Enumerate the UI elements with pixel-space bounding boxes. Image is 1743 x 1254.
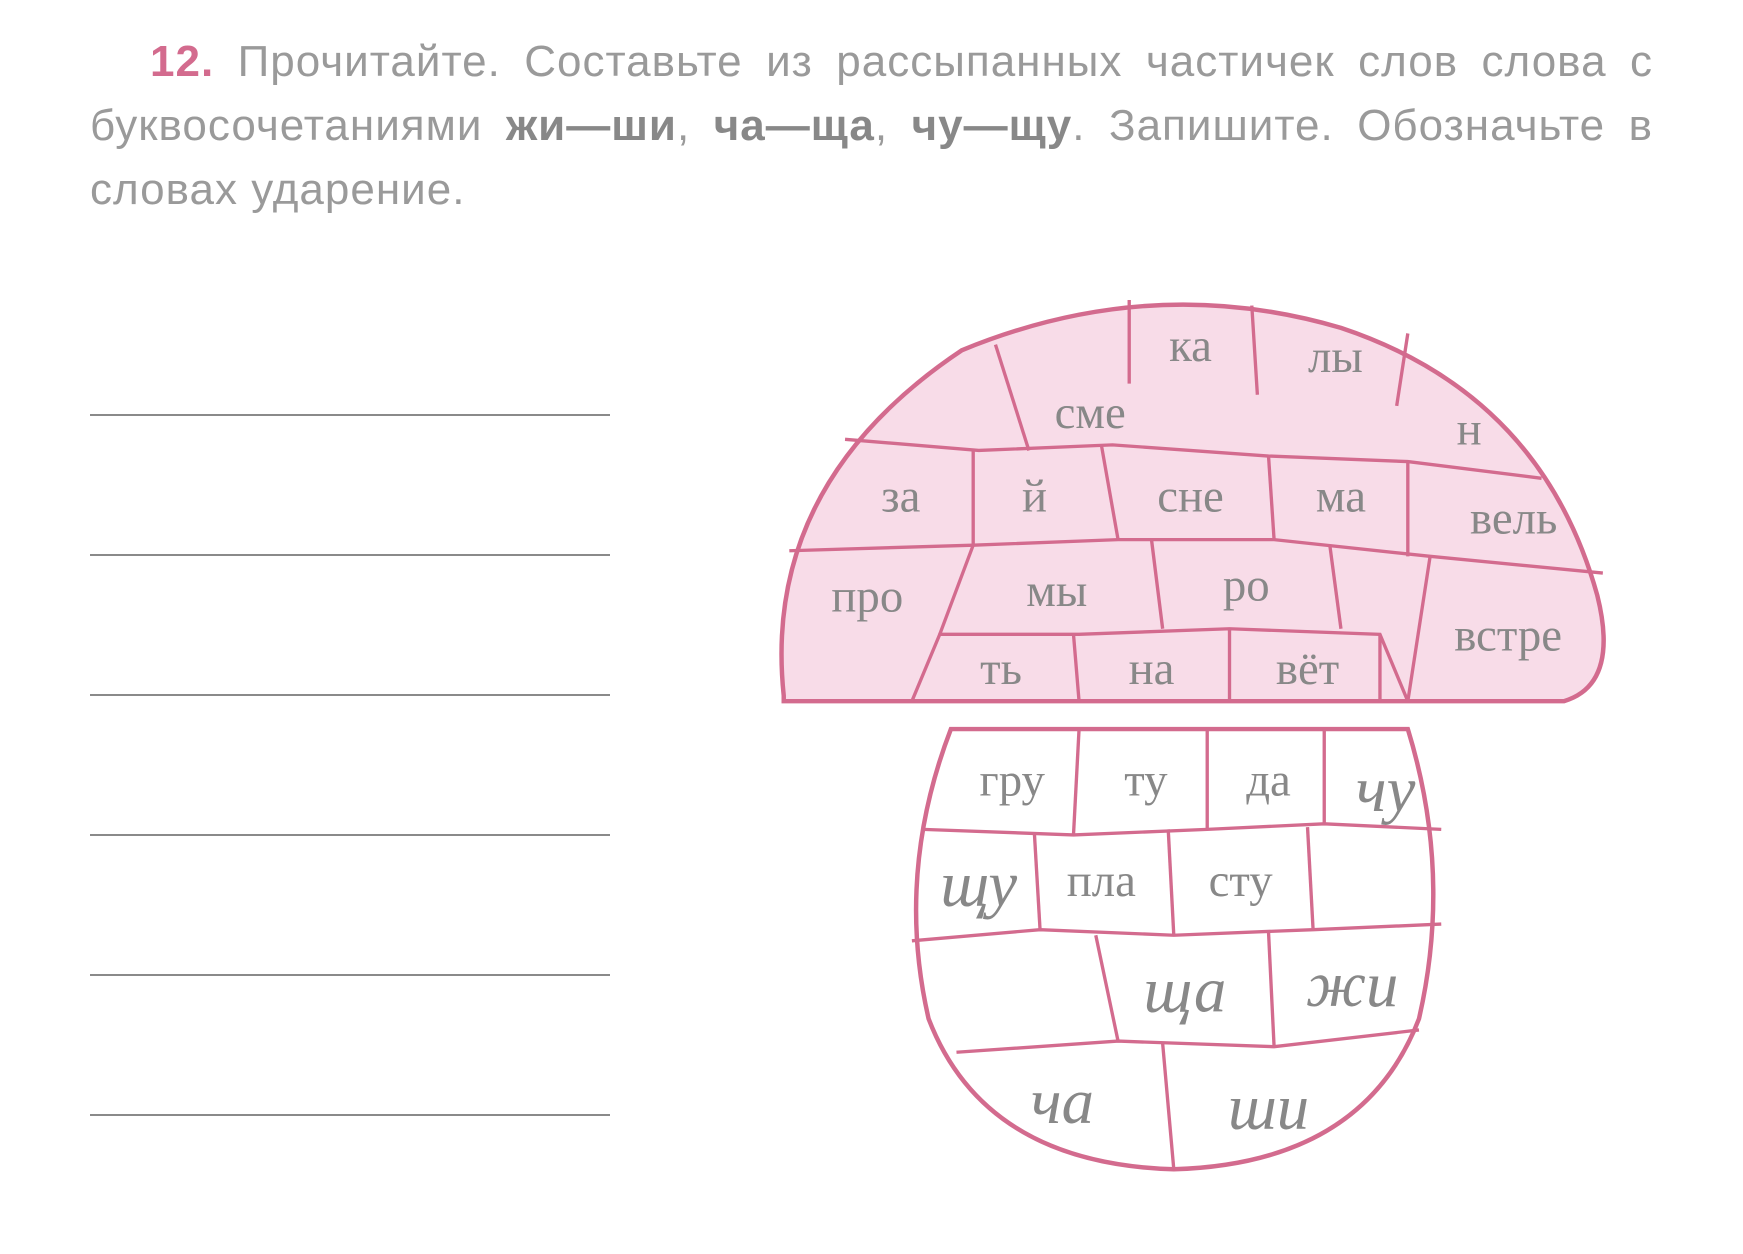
bold-combo-3: чу—щу <box>912 101 1073 150</box>
syllable-ka: ка <box>1169 320 1212 372</box>
syllable-vet: вёт <box>1276 643 1339 695</box>
syllable-my: мы <box>1026 565 1087 617</box>
write-line[interactable] <box>90 731 610 836</box>
syllable-n: н <box>1457 404 1482 456</box>
mushroom-svg: ка лы сме н за й сне ма вель про мы ро т… <box>650 261 1653 1186</box>
syllable-schu-cursive: щу <box>940 848 1017 920</box>
mushroom-stem: гру ту да пла сту чу щу ща жи ча ши <box>912 729 1441 1169</box>
syllable-vstre: встре <box>1454 610 1562 662</box>
bold-combo-2: ча—ща <box>714 101 875 150</box>
syllable-ro: ро <box>1223 560 1270 612</box>
syllable-za: за <box>881 471 920 523</box>
syllable-stu: сту <box>1209 855 1274 907</box>
syllable-scha-cursive: ща <box>1144 954 1227 1026</box>
syllable-sme: сме <box>1055 387 1126 439</box>
exercise-number: 12. <box>90 37 214 86</box>
syllable-cha-cursive: ча <box>1031 1065 1094 1137</box>
syllable-tu: ту <box>1124 755 1168 807</box>
syllable-da: да <box>1246 755 1291 807</box>
syllable-ly: лы <box>1308 331 1363 383</box>
syllable-vel: вель <box>1470 493 1557 545</box>
content-area: ка лы сме н за й сне ма вель про мы ро т… <box>90 261 1653 1191</box>
syllable-y: й <box>1022 471 1047 523</box>
write-line[interactable] <box>90 451 610 556</box>
syllable-zhi-cursive: жи <box>1306 948 1398 1020</box>
syllable-na: на <box>1129 643 1175 695</box>
mushroom-diagram: ка лы сме н за й сне ма вель про мы ро т… <box>650 261 1653 1191</box>
exercise-instruction: 12. Прочитайте. Составьте из рассы­панны… <box>90 30 1653 221</box>
syllable-gru: гру <box>980 755 1046 807</box>
comma-2: , <box>875 101 912 150</box>
write-line[interactable] <box>90 311 610 416</box>
write-line[interactable] <box>90 871 610 976</box>
syllable-pro: про <box>831 571 903 623</box>
mushroom-cap: ка лы сме н за й сне ма вель про мы ро т… <box>782 300 1604 701</box>
writing-lines-area <box>90 261 610 1191</box>
syllable-ma: ма <box>1316 471 1366 523</box>
syllable-sne: сне <box>1157 471 1224 523</box>
syllable-t: ть <box>980 643 1022 695</box>
write-line[interactable] <box>90 1011 610 1116</box>
bold-combo-1: жи—ши <box>506 101 677 150</box>
syllable-chu-cursive: чу <box>1356 753 1416 825</box>
syllable-shi-cursive: ши <box>1228 1071 1309 1143</box>
syllable-pla: пла <box>1067 855 1136 907</box>
write-line[interactable] <box>90 591 610 696</box>
comma-1: , <box>677 101 714 150</box>
